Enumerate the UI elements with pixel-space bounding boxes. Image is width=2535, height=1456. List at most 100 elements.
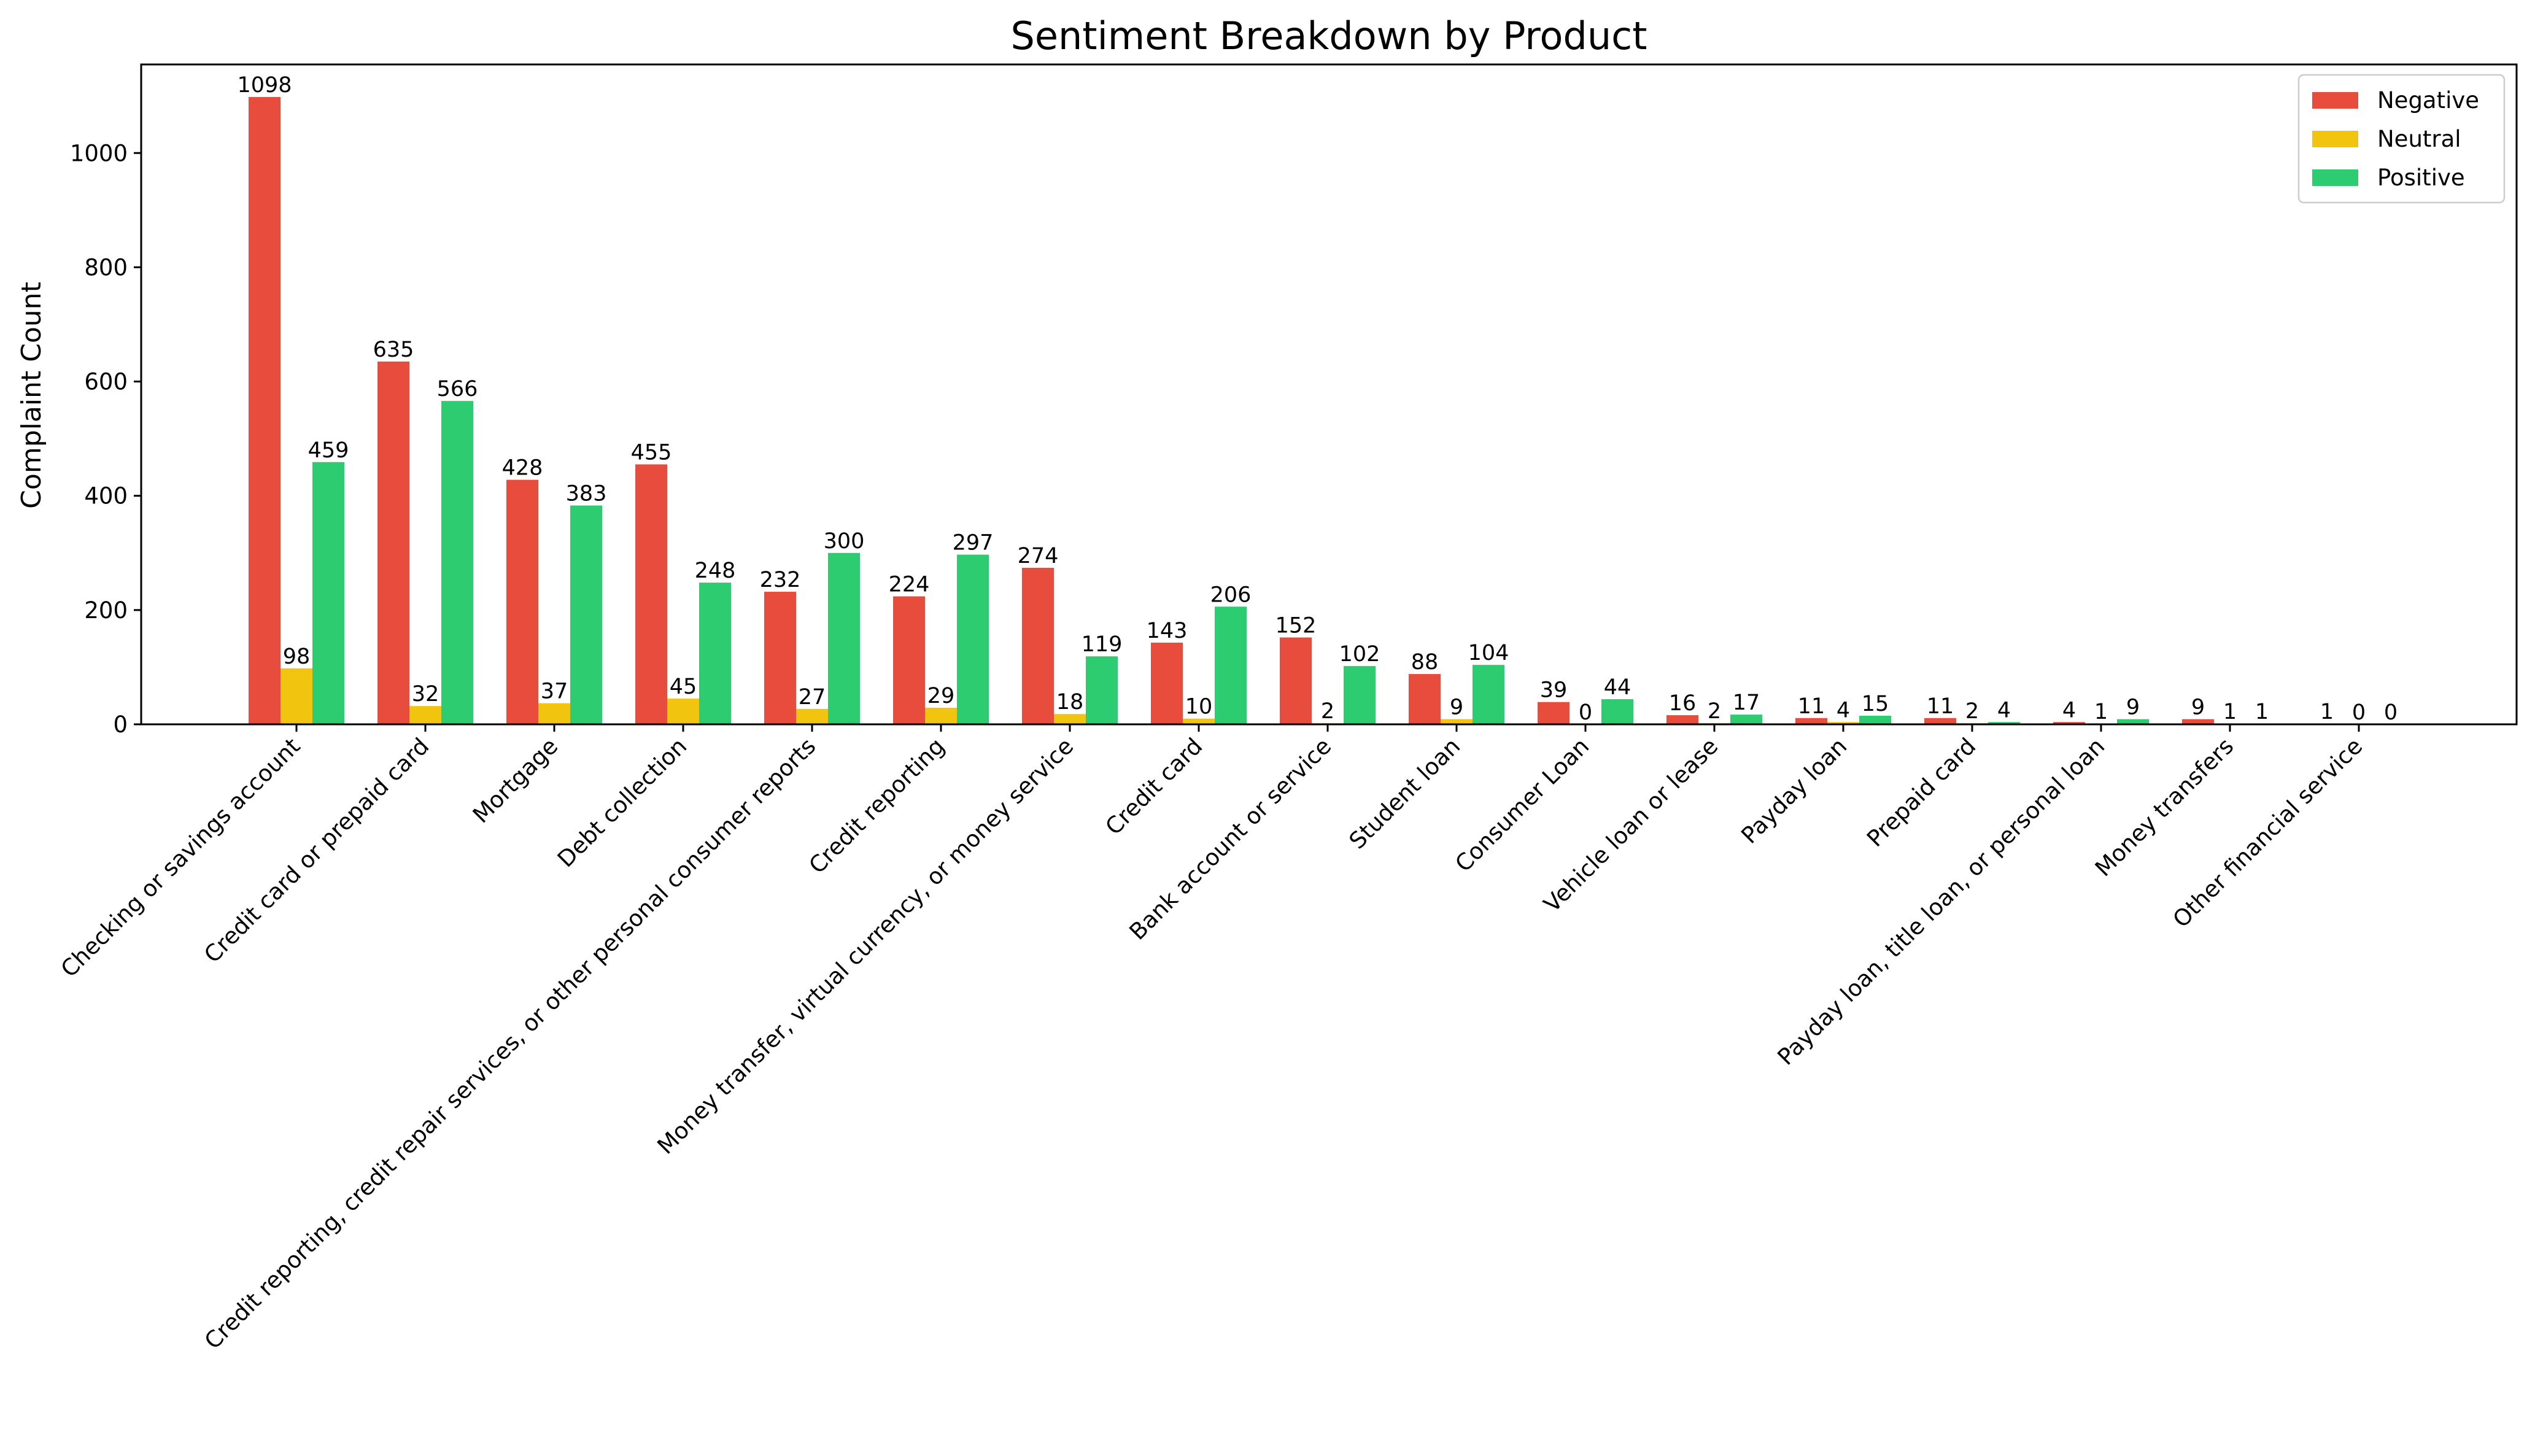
- bar-value-label: 88: [1411, 650, 1439, 675]
- bar-value-label: 32: [412, 682, 439, 707]
- bar-value-label: 459: [308, 438, 349, 463]
- bar-value-label: 152: [1275, 614, 1317, 638]
- x-tick-label: Money transfers: [2090, 733, 2239, 881]
- bar-value-label: 27: [799, 685, 826, 710]
- bar-value-label: 11: [1927, 694, 1954, 719]
- bar-neutral: [925, 708, 957, 724]
- x-tick-label: Checking or savings account: [56, 733, 306, 983]
- bar-value-label: 9: [1450, 695, 1463, 720]
- bar-negative: [1280, 637, 1312, 724]
- bar-value-label: 29: [927, 684, 955, 708]
- bar-negative: [377, 361, 409, 724]
- bar-value-label: 16: [1669, 691, 1697, 716]
- bar-negative: [1409, 674, 1441, 724]
- bar-positive: [441, 401, 473, 724]
- bar-value-label: 232: [760, 568, 801, 592]
- bar-value-label: 1: [2320, 700, 2334, 724]
- bar-negative: [506, 479, 538, 724]
- bar-value-label: 104: [1468, 641, 1509, 665]
- bar-value-label: 2: [1965, 699, 1979, 724]
- bar-positive: [957, 554, 989, 724]
- y-tick-label: 400: [84, 483, 128, 509]
- bar-value-label: 1: [2094, 700, 2108, 724]
- bar-value-label: 9: [2191, 695, 2205, 720]
- bar-value-label: 566: [437, 377, 478, 401]
- y-tick-label: 200: [84, 597, 128, 624]
- plot-frame: [140, 63, 2518, 726]
- bar-negative: [893, 596, 925, 724]
- bar-negative: [2182, 719, 2214, 724]
- bar-value-label: 10: [1185, 695, 1213, 719]
- bar-positive: [1601, 699, 1633, 724]
- bar-value-label: 39: [1540, 678, 1568, 703]
- bar-negative: [1022, 567, 1054, 724]
- bar-negative: [249, 97, 281, 724]
- bar-value-label: 15: [1862, 692, 1889, 716]
- bar-value-label: 11: [1798, 694, 1825, 719]
- bar-value-label: 0: [2384, 700, 2398, 725]
- legend-label-positive: Positive: [2377, 165, 2465, 191]
- bar-neutral: [409, 706, 441, 724]
- bar-value-label: 635: [373, 338, 414, 362]
- bar-value-label: 383: [566, 482, 607, 506]
- bar-negative: [635, 464, 667, 724]
- bar-value-label: 17: [1733, 691, 1760, 715]
- bar-neutral: [1054, 714, 1086, 724]
- bar-value-label: 300: [824, 529, 865, 554]
- bar-value-label: 274: [1018, 544, 1059, 568]
- x-tick-label: Money transfer, virtual currency, or mon…: [652, 733, 1079, 1160]
- bar-value-label: 98: [283, 645, 311, 669]
- x-tick-label: Consumer Loan: [1450, 733, 1594, 877]
- bar-value-label: 455: [631, 441, 672, 465]
- bar-value-label: 206: [1210, 583, 1252, 607]
- bar-positive: [1859, 716, 1891, 724]
- x-tick-label: Debt collection: [552, 733, 692, 872]
- bar-value-label: 102: [1339, 642, 1380, 667]
- y-tick-label: 1000: [70, 140, 128, 166]
- y-tick-label: 600: [84, 369, 128, 395]
- chart-title: Sentiment Breakdown by Product: [1010, 14, 1647, 58]
- bar-neutral: [1183, 718, 1215, 724]
- bar-value-label: 428: [502, 456, 543, 481]
- y-tick-label: 800: [84, 254, 128, 281]
- x-tick-label: Credit card: [1101, 733, 1208, 840]
- x-tick-label: Payday loan: [1736, 733, 1852, 849]
- x-tick-label: Credit reporting, credit repair services…: [199, 733, 821, 1355]
- bar-positive: [1086, 656, 1118, 724]
- bar-value-label: 45: [670, 675, 697, 699]
- bar-value-label: 4: [2062, 698, 2076, 722]
- y-tick-label: 0: [113, 711, 128, 738]
- bar-value-label: 2: [1708, 699, 1721, 724]
- legend-swatch-neutral: [2312, 131, 2358, 147]
- legend-label-negative: Negative: [2377, 87, 2479, 114]
- bar-negative: [1795, 718, 1827, 724]
- x-tick-label: Prepaid card: [1862, 733, 1981, 852]
- bar-value-label: 2: [1321, 699, 1334, 724]
- bar-value-label: 9: [2126, 695, 2140, 720]
- bar-value-label: 1: [2255, 700, 2269, 724]
- legend: Negative Neutral Positive: [2297, 74, 2506, 204]
- bar-positive: [1988, 722, 2020, 724]
- bar-negative: [1151, 642, 1183, 724]
- bar-negative: [764, 592, 796, 724]
- bar-neutral: [1441, 719, 1473, 724]
- bar-negative: [2053, 722, 2085, 724]
- bar-value-label: 0: [2352, 700, 2366, 725]
- bar-value-label: 1098: [237, 73, 292, 98]
- bar-positive: [312, 462, 344, 724]
- bar-positive: [1473, 665, 1504, 724]
- x-tick-label: Mortgage: [468, 733, 563, 828]
- bar-negative: [1666, 715, 1698, 724]
- bar-value-label: 143: [1147, 619, 1188, 643]
- bar-value-label: 119: [1082, 632, 1123, 657]
- bars-layer: [249, 97, 2343, 724]
- bar-value-label: 1: [2223, 700, 2237, 724]
- bar-value-label: 4: [1836, 698, 1850, 722]
- bar-value-label: 248: [695, 559, 736, 583]
- bar-negative: [1924, 718, 1956, 724]
- x-tick-label: Credit card or prepaid card: [199, 733, 434, 968]
- bar-value-label: 4: [1997, 698, 2011, 722]
